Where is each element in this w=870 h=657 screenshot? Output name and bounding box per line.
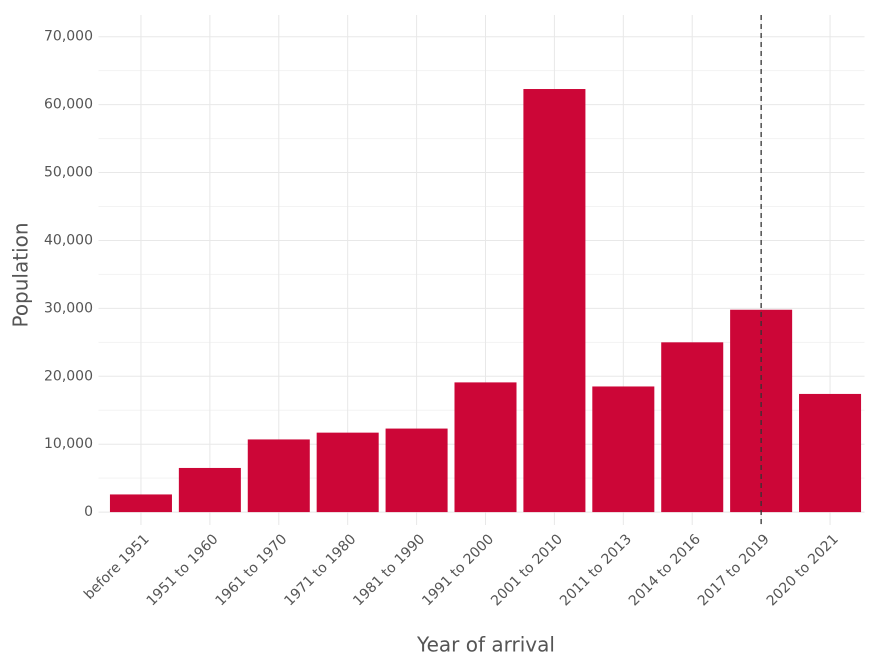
y-tick-label: 0 <box>84 504 93 520</box>
y-tick-label: 30,000 <box>44 300 93 316</box>
y-tick-label: 20,000 <box>44 368 93 384</box>
bar <box>178 467 241 513</box>
bar <box>109 494 172 513</box>
x-tick-label: 1971 to 1980 <box>281 531 359 609</box>
y-tick-label: 40,000 <box>44 232 93 248</box>
y-tick-label: 60,000 <box>44 97 93 113</box>
bar <box>316 432 379 513</box>
x-tick-label: 1951 to 1960 <box>144 531 222 609</box>
bar <box>592 386 655 513</box>
x-tick-label: 2017 to 2019 <box>695 531 773 609</box>
bar <box>454 382 517 513</box>
bar <box>799 393 862 513</box>
x-tick-label: 2001 to 2010 <box>488 531 566 609</box>
y-tick-label: 70,000 <box>44 29 93 45</box>
bar <box>661 342 724 513</box>
x-tick-label: 1961 to 1970 <box>212 531 290 609</box>
x-tick-label: 2014 to 2016 <box>626 531 704 609</box>
bar <box>523 89 586 513</box>
bar <box>385 428 448 513</box>
x-axis-title: Year of arrival <box>416 633 555 657</box>
y-tick-label: 10,000 <box>44 436 93 452</box>
x-tick-label: 1991 to 2000 <box>419 531 497 609</box>
x-tick-label: 2020 to 2021 <box>764 531 842 609</box>
y-axis-title: Population <box>9 222 33 327</box>
x-tick-label: 2011 to 2013 <box>557 531 635 609</box>
x-tick-label: before 1951 <box>81 531 153 603</box>
bar <box>247 439 310 513</box>
x-tick-label: 1981 to 1990 <box>350 531 428 609</box>
y-tick-label: 50,000 <box>44 165 93 181</box>
